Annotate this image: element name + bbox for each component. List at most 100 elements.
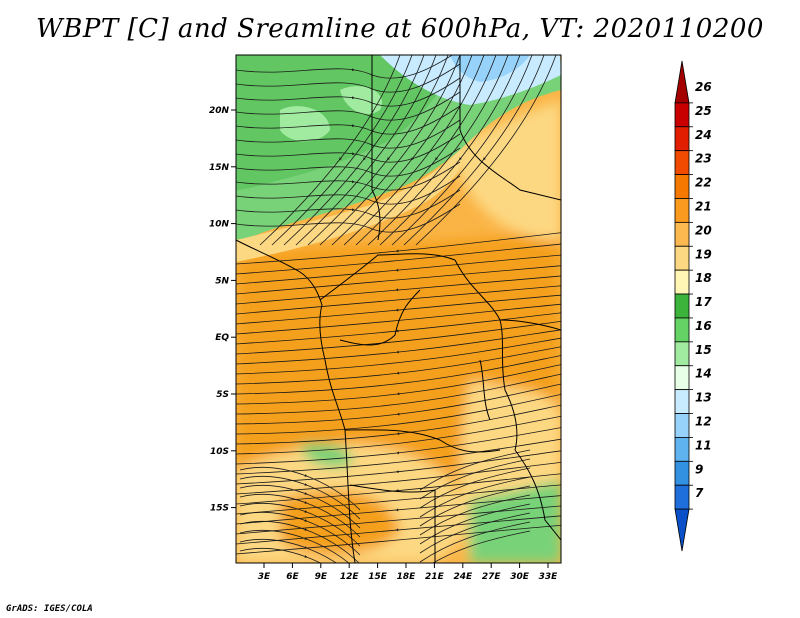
streamline-arrow	[459, 157, 462, 161]
colorbar-segment	[674, 484, 690, 510]
streamline-arrow	[411, 157, 414, 161]
fill-blue-top	[450, 55, 530, 82]
streamline	[236, 175, 461, 205]
colorbar-label: 9	[695, 462, 703, 476]
border-namibia	[349, 484, 436, 563]
lon-label: 15E	[368, 572, 388, 582]
streamline	[391, 55, 533, 246]
border-sudan-eastern	[459, 55, 561, 201]
streamlines	[236, 55, 561, 563]
lat-label: 15S	[210, 504, 229, 514]
streamline	[331, 55, 473, 246]
streamline	[415, 55, 557, 246]
lat-label: 15N	[209, 163, 230, 173]
streamline	[283, 55, 425, 246]
colorbar-label: 16	[695, 319, 712, 333]
colorbar-label: 19	[695, 247, 712, 261]
streamline-arrow	[396, 451, 400, 455]
streamline	[236, 337, 561, 375]
colorbar-segment	[674, 198, 690, 223]
colorbar-segment	[674, 341, 690, 367]
streamline-arrow	[351, 124, 355, 128]
streamline	[236, 303, 561, 335]
streamline	[236, 254, 561, 285]
streamline	[239, 512, 361, 556]
border-chad-sudan	[371, 55, 381, 241]
streamline	[236, 346, 561, 385]
streamline	[236, 505, 561, 535]
streamline	[236, 203, 461, 233]
country-borders	[236, 55, 561, 563]
fill-orange-southwest	[280, 490, 400, 556]
streamline	[236, 265, 561, 295]
streamline-arrow	[351, 96, 355, 100]
streamline-arrow	[304, 537, 308, 540]
colorbar-segment	[674, 221, 690, 247]
streamline-arrow	[304, 474, 308, 477]
streamline	[236, 393, 561, 435]
lat-label: 10N	[209, 220, 230, 230]
streamline-arrow	[304, 519, 308, 522]
streamline	[236, 189, 461, 219]
streamline	[432, 530, 531, 563]
streamline-arrow	[304, 501, 308, 504]
streamline	[239, 503, 361, 547]
streamline	[403, 55, 545, 246]
streamline-arrow	[351, 208, 355, 212]
lon-label: 24E	[453, 572, 473, 582]
streamline-arrow	[395, 308, 399, 312]
streamline	[236, 524, 561, 555]
colorbar-label: 22	[695, 176, 712, 190]
colorbar-segment	[674, 102, 690, 128]
streamline-arrow	[304, 528, 308, 531]
streamline	[236, 275, 561, 305]
streamline	[259, 55, 401, 246]
colorbar-label: 12	[695, 415, 712, 429]
fill-yellow-belt	[236, 150, 463, 262]
colorbar-label: 24	[695, 128, 712, 142]
streamline	[295, 55, 437, 246]
lon-label: 12E	[340, 572, 360, 582]
streamline-arrow	[395, 329, 399, 333]
streamline	[343, 55, 485, 246]
streamline-arrow	[396, 412, 400, 416]
lat-label: EQ	[215, 333, 229, 343]
streamline	[319, 55, 461, 246]
streamline	[236, 285, 561, 315]
streamline	[239, 539, 337, 563]
colorbar-label: 13	[695, 391, 712, 405]
border-lake-tanganyika	[479, 359, 491, 421]
streamline	[236, 373, 561, 415]
streamline-arrow	[304, 546, 308, 549]
streamline	[239, 548, 322, 563]
lon-label: 18E	[397, 572, 417, 582]
streamline	[239, 485, 361, 529]
streamline	[236, 450, 561, 485]
colorbar-label: 26	[695, 80, 712, 94]
streamline	[419, 467, 531, 509]
streamline	[419, 494, 531, 536]
streamline-arrow	[339, 157, 342, 161]
border-angola-zambia	[344, 429, 501, 453]
lon-label: 21E	[425, 572, 445, 582]
colorbar-label: 21	[695, 199, 712, 213]
colorbar-segment	[674, 460, 690, 486]
streamline-arrow	[304, 555, 308, 558]
streamline	[239, 494, 361, 538]
border-mozambique	[514, 449, 561, 541]
streamline	[236, 355, 561, 395]
streamline	[419, 512, 531, 554]
streamline-arrow	[483, 157, 486, 161]
page-title: WBPT [C] and Sreamline at 600hPa, VT: 20…	[36, 14, 764, 44]
streamline-arrow	[304, 492, 308, 495]
streamline	[236, 515, 561, 545]
streamline	[236, 364, 561, 405]
colorbar-segment	[674, 150, 690, 175]
colorbar-label: 18	[695, 271, 712, 285]
streamline-arrow	[396, 371, 400, 375]
colorbar-segment	[674, 126, 690, 152]
colorbar-label: 23	[695, 152, 712, 166]
streamline-arrow	[395, 470, 399, 474]
streamline	[379, 55, 521, 246]
